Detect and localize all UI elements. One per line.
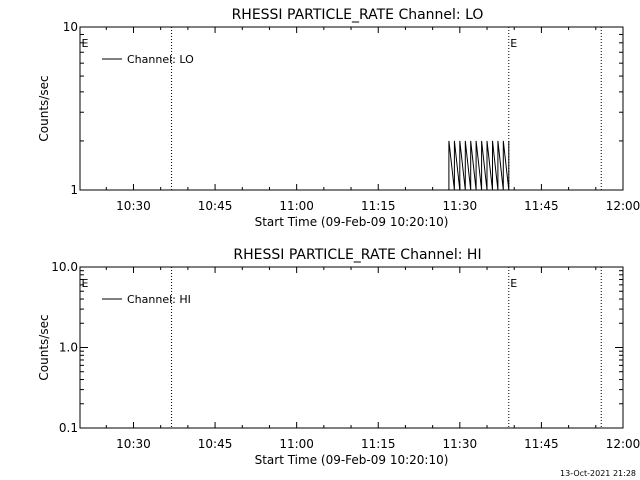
- event-marker: E: [82, 277, 89, 290]
- series-line: [448, 140, 510, 191]
- y-tick-label: 10.0: [51, 260, 78, 274]
- hi-channel-panel: RHESSI PARTICLE_RATE Channel: HI Counts/s…: [37, 247, 640, 467]
- plot-frame: [79, 266, 624, 429]
- x-axis-label: Start Time (09-Feb-09 10:20:10): [255, 453, 449, 467]
- x-tick-label: 12:00: [606, 199, 640, 213]
- y-tick-label: 1: [70, 183, 78, 197]
- y-axis-label: Counts/sec: [37, 75, 51, 141]
- x-tick-label: 11:15: [361, 199, 396, 213]
- legend-entry: Channel: HI: [127, 293, 191, 306]
- x-tick-label: 10:45: [198, 437, 233, 451]
- x-tick-label: 10:45: [198, 199, 233, 213]
- event-marker: E: [510, 37, 517, 50]
- chart-title: RHESSI PARTICLE_RATE Channel: HI: [233, 247, 481, 263]
- y-axis-label: Counts/sec: [37, 314, 51, 380]
- x-axis-label: Start Time (09-Feb-09 10:20:10): [255, 215, 449, 229]
- x-tick-label: 11:45: [524, 199, 559, 213]
- footer-timestamp: 13-Oct-2021 21:28: [560, 469, 636, 478]
- x-tick-label: 12:00: [606, 437, 640, 451]
- x-tick-label: 10:30: [116, 437, 151, 451]
- legend-entry: Channel: LO: [127, 53, 194, 66]
- y-tick-label: 0.1: [59, 421, 78, 435]
- x-tick-label: 11:00: [279, 199, 314, 213]
- plot-frame: [79, 26, 624, 191]
- x-tick-label: 11:30: [443, 199, 478, 213]
- y-tick-label: 1.0: [59, 341, 78, 355]
- y-tick-label: 10: [63, 20, 78, 34]
- lo-channel-panel: RHESSI PARTICLE_RATE Channel: LO Counts/s…: [37, 7, 640, 229]
- x-tick-label: 11:00: [279, 437, 314, 451]
- x-tick-label: 11:15: [361, 437, 396, 451]
- x-tick-label: 11:30: [443, 437, 478, 451]
- event-marker: E: [510, 277, 517, 290]
- x-tick-label: 11:45: [524, 437, 559, 451]
- x-tick-label: 10:30: [116, 199, 151, 213]
- event-marker: E: [82, 37, 89, 50]
- chart-title: RHESSI PARTICLE_RATE Channel: LO: [232, 7, 484, 23]
